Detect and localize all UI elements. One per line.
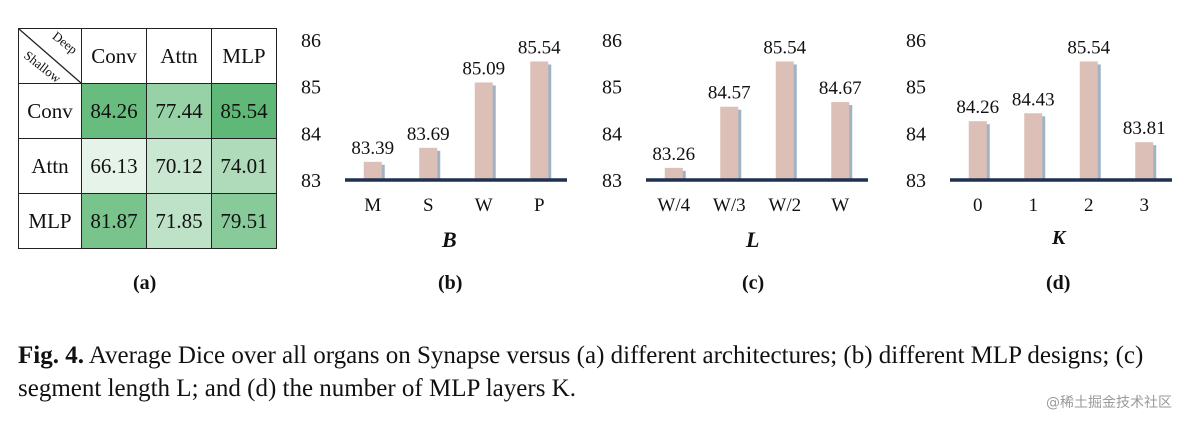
chart-b-category-label: S [423, 195, 434, 216]
heat-cell: 71.85 [146, 193, 212, 249]
chart-c-ytick-label: 84 [602, 123, 622, 145]
chart-d-value-label: 85.54 [1067, 37, 1110, 58]
heat-cell: 79.51 [211, 193, 277, 249]
heat-cell: 85.54 [211, 83, 277, 139]
xlabel-b: B [442, 227, 457, 252]
figure-caption: Fig. 4. Average Dice over all organs on … [18, 339, 1178, 405]
chart-b-category-label: P [534, 195, 545, 216]
chart-d-ytick-label: 83 [906, 170, 926, 192]
chart-d-ytick-label: 84 [906, 123, 926, 145]
chart-c-value-label: 84.67 [819, 78, 862, 99]
chart-b-bar [474, 82, 493, 180]
chart-d-value-label: 84.26 [956, 97, 999, 118]
chart-c-category-label: W [831, 195, 849, 216]
bar-chart-d: 83 84 85 86 84.26 0 84.43 1 85.54 2 83.81 3 [900, 24, 1186, 224]
chart-d-value-label: 83.81 [1123, 118, 1166, 139]
xlabel-c: L [746, 227, 760, 252]
chart-b-ytick-label: 84 [301, 123, 321, 145]
chart-b-bar [363, 161, 382, 180]
col-header-conv: Conv [81, 28, 147, 84]
chart-c-bar [664, 167, 683, 180]
chart-b-value-label: 83.39 [351, 138, 394, 159]
chart-c-ytick-label: 83 [602, 170, 622, 192]
chart-b-category-label: M [364, 195, 381, 216]
chart-d-ytick-label: 85 [906, 77, 926, 99]
chart-b-value-label: 85.09 [462, 58, 505, 79]
watermark: @稀土掘金技术社区 [1046, 395, 1172, 411]
panel-label-d: (d) [1046, 272, 1071, 294]
chart-d-category-label: 2 [1084, 195, 1094, 216]
row-header-mlp: MLP [18, 193, 82, 249]
heatmap-corner: Deep Shallow [18, 28, 82, 86]
chart-c-value-label: 85.54 [763, 37, 806, 58]
chart-c-category-label: W/2 [768, 195, 801, 216]
chart-b-ytick-label: 85 [301, 77, 321, 99]
heat-cell: 74.01 [211, 138, 277, 194]
chart-c-bar [775, 61, 794, 180]
heat-cell: 70.12 [146, 138, 212, 194]
heat-cell: 77.44 [146, 83, 212, 139]
col-header-mlp: MLP [211, 28, 277, 84]
chart-c-ytick-label: 86 [602, 30, 622, 52]
chart-c-category-label: W/4 [657, 195, 690, 216]
chart-d-ytick-label: 86 [906, 30, 926, 52]
chart-d-bar [1079, 61, 1098, 180]
row-header-conv: Conv [18, 83, 82, 139]
chart-d-category-label: 0 [973, 195, 983, 216]
chart-b-ytick-label: 86 [301, 30, 321, 52]
chart-b-ytick-label: 83 [301, 170, 321, 192]
bar-chart-c-svg: 83 84 85 86 83.26 W/4 84.57 W/3 85.54 W/2 84.67 W [602, 30, 868, 216]
col-header-attn: Attn [146, 28, 212, 84]
panel-label-b: (b) [438, 272, 463, 294]
chart-d-bar [1135, 142, 1154, 180]
chart-c-category-label: W/3 [713, 195, 746, 216]
heat-cell: 66.13 [81, 138, 147, 194]
chart-d-bar [968, 121, 987, 180]
heat-cell: 84.26 [81, 83, 147, 139]
chart-b-category-label: W [475, 195, 493, 216]
bar-chart-d-svg: 83 84 85 86 84.26 0 84.43 1 85.54 2 83.81 3 [906, 30, 1172, 216]
panel-label-a: (a) [133, 272, 157, 294]
bar-chart-c: 83 84 85 86 83.26 W/4 84.57 W/3 85.54 W/2 84.67 W [596, 24, 896, 224]
chart-b-bar [419, 147, 438, 180]
caption-fig-label: Fig. 4. [18, 342, 84, 369]
heat-cell: 81.87 [81, 193, 147, 249]
chart-d-bar [1024, 113, 1043, 180]
chart-d-category-label: 3 [1140, 195, 1150, 216]
chart-b-value-label: 83.69 [407, 124, 450, 145]
chart-c-bar [831, 102, 850, 180]
chart-c-value-label: 83.26 [652, 144, 695, 165]
panel-label-c: (c) [742, 272, 765, 294]
chart-c-bar [720, 106, 739, 180]
caption-text: Average Dice over all organs on Synapse … [18, 342, 1144, 402]
chart-c-value-label: 84.57 [708, 83, 751, 104]
architecture-heatmap: Deep Shallow Conv Attn MLP Conv 84.26 77… [18, 28, 277, 249]
chart-d-value-label: 84.43 [1012, 89, 1055, 110]
chart-b-bar [530, 61, 549, 180]
chart-c-ytick-label: 85 [602, 77, 622, 99]
bar-chart-b-svg: 83 84 85 86 83.39 M 83.69 S 85.09 W 85.54 P [301, 30, 567, 216]
xlabel-d: K [1052, 227, 1066, 249]
chart-b-value-label: 85.54 [518, 37, 561, 58]
chart-d-category-label: 1 [1029, 195, 1039, 216]
row-header-attn: Attn [18, 138, 82, 194]
bar-chart-b: 83 84 85 86 83.39 M 83.69 S 85.09 W 85.54 P [295, 24, 595, 224]
corner-diagonal [19, 29, 81, 83]
